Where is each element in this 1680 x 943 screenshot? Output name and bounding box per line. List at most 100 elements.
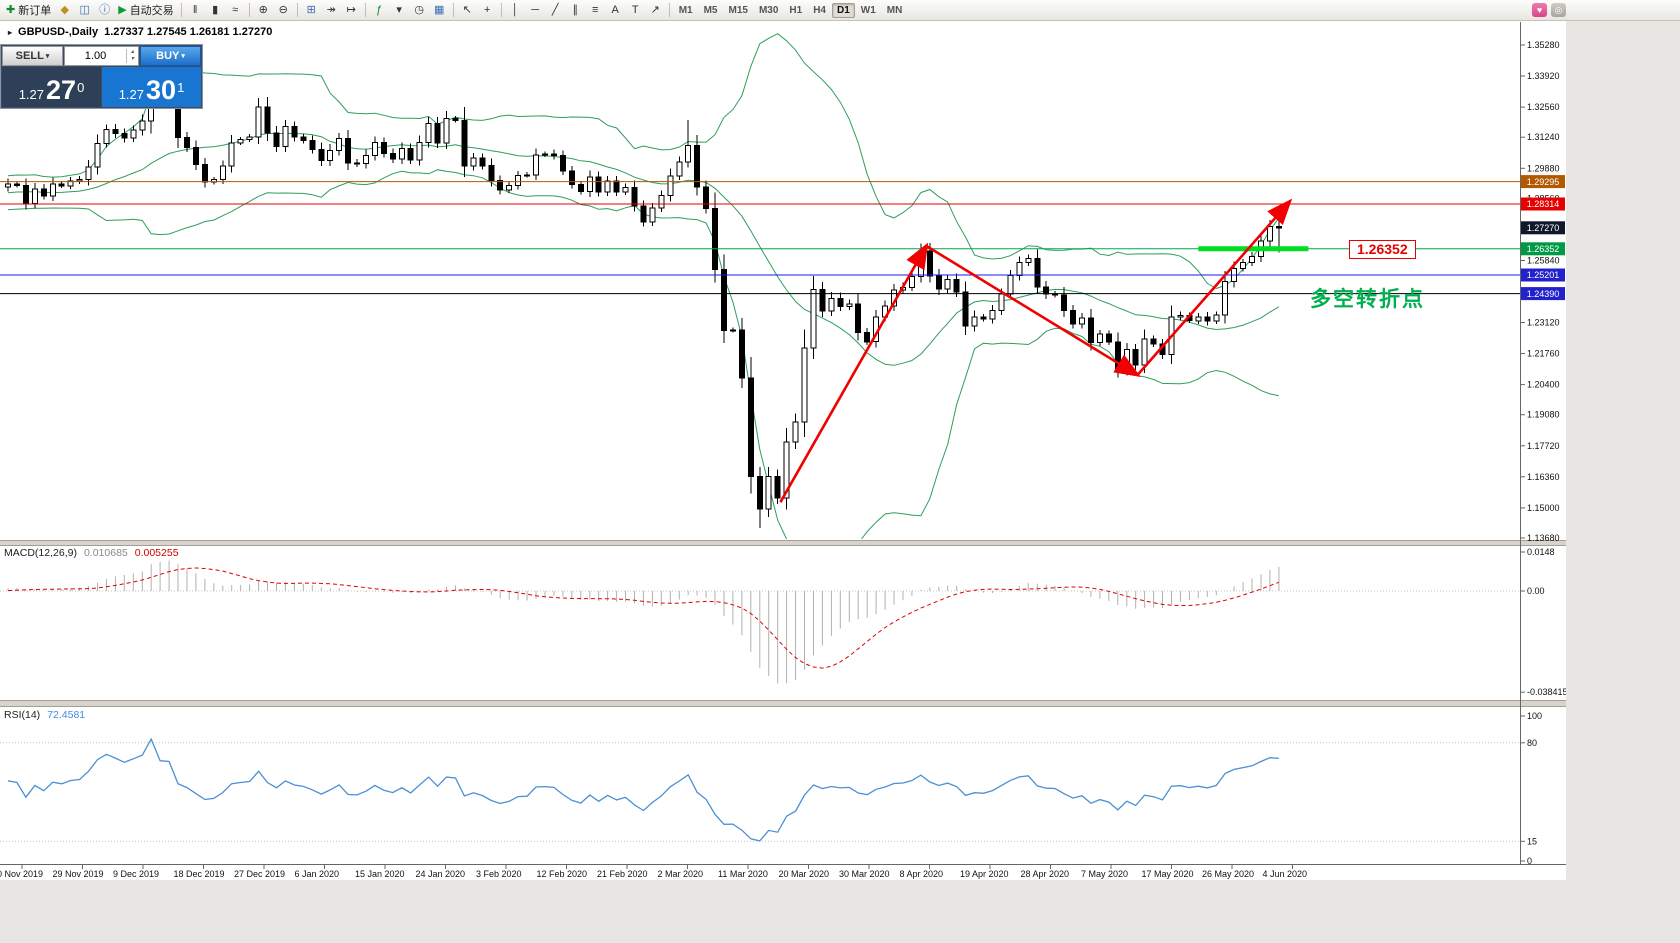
buy-button[interactable]: BUY ▾ <box>140 46 201 66</box>
sell-button[interactable]: SELL ▾ <box>2 46 63 66</box>
text-label-button[interactable]: T <box>626 2 645 19</box>
svg-text:1.25201: 1.25201 <box>1527 270 1560 280</box>
svg-text:1.35280: 1.35280 <box>1527 40 1560 50</box>
volume-down-icon[interactable]: ▾ <box>130 56 134 62</box>
horizontal-line-button[interactable]: ─ <box>526 2 545 19</box>
indicators-dropdown-icon: ▾ <box>396 3 402 16</box>
svg-text:20 Mar 2020: 20 Mar 2020 <box>779 869 830 879</box>
indicators-button[interactable]: ƒ <box>370 2 389 19</box>
market-watch-button[interactable]: ◫ <box>75 2 94 19</box>
bid-pips: 27 <box>46 75 77 106</box>
vertical-line-button[interactable]: │ <box>506 2 525 19</box>
arrows-button[interactable]: ↗ <box>646 2 665 19</box>
svg-text:1.32560: 1.32560 <box>1527 102 1560 112</box>
periods-dropdown-icon: ◷ <box>414 3 424 16</box>
equidistant-channel-icon: ∥ <box>572 3 578 16</box>
timeframe-m1-button[interactable]: M1 <box>678 4 693 16</box>
time-axis[interactable]: 20 Nov 2019 29 Nov 2019 9 Dec 2019 18 Dec 2… <box>0 864 1307 879</box>
text-button[interactable]: A <box>606 2 625 19</box>
horizontal-level-lines[interactable] <box>0 181 1520 295</box>
periods-dropdown-button[interactable]: ◷ <box>410 2 429 19</box>
buy-dropdown-icon: ▾ <box>181 53 185 60</box>
timeframe-h4-button[interactable]: H4 <box>813 4 826 16</box>
indicators-icon: ƒ <box>376 3 383 16</box>
toolbar-separator <box>364 3 366 17</box>
auto-trading-button[interactable]: ▶ 自动交易 <box>115 2 176 19</box>
zoom-in-icon: ⊕ <box>258 3 268 16</box>
line-chart-button[interactable]: ≈ <box>226 2 245 19</box>
rsi-pane <box>0 737 1520 842</box>
help-button[interactable]: ⓘ <box>95 2 114 19</box>
svg-text:9 Dec 2019: 9 Dec 2019 <box>113 869 159 879</box>
symbol-period-label: GBPUSD-,Daily <box>18 26 99 38</box>
sell-dropdown-icon: ▾ <box>45 53 50 60</box>
search-button[interactable]: ◎ <box>1551 3 1566 17</box>
ask-price-button[interactable]: 1.27 30 1 <box>102 67 201 107</box>
timeframe-m30-button[interactable]: M30 <box>758 4 779 16</box>
svg-text:29 Nov 2019: 29 Nov 2019 <box>53 869 104 879</box>
trendline-button[interactable]: ╱ <box>546 2 565 19</box>
macd-pane <box>0 560 1520 684</box>
zoom-in-button[interactable]: ⊕ <box>254 2 273 19</box>
chart-canvas[interactable]: 1.352801.339201.325601.312401.298801.285… <box>0 21 1566 880</box>
volume-stepper[interactable]: ▴ ▾ <box>126 49 138 63</box>
bar-chart-button[interactable]: ‖ <box>186 2 205 19</box>
toolbar-separator <box>180 3 182 17</box>
new-order-icon: ✚ <box>6 3 16 16</box>
chart-tools-icon: ◆ <box>60 3 69 16</box>
equidistant-channel-button[interactable]: ∥ <box>566 2 585 19</box>
svg-text:7 May 2020: 7 May 2020 <box>1081 869 1128 879</box>
toolbar: ✚ 新订单 ◆ ◫ ⓘ ▶ 自动交易 ‖ ▮ ≈ ⊕ ⊖ ⊞ ↠ ↦ ƒ ▾ ◷ ▦ ↖ + │ ─ ╱ ∥ ≡ A T ↗ M1 M5 M1… <box>0 0 1680 21</box>
timeframe-mn-button[interactable]: MN <box>886 4 903 16</box>
zoom-out-button[interactable]: ⊖ <box>274 2 293 19</box>
timeframe-d1-button[interactable]: D1 <box>832 2 855 18</box>
chart-window[interactable]: 1.352801.339201.325601.312401.298801.285… <box>0 21 1566 880</box>
svg-text:1.13680: 1.13680 <box>1527 533 1560 543</box>
chart-tools-button[interactable]: ◆ <box>55 2 74 19</box>
fibonacci-button[interactable]: ≡ <box>586 2 605 19</box>
timeframe-m15-button[interactable]: M15 <box>728 4 748 16</box>
svg-text:17 May 2020: 17 May 2020 <box>1142 869 1194 879</box>
timeframe-w1-button[interactable]: W1 <box>860 4 876 16</box>
tile-windows-button[interactable]: ⊞ <box>302 2 321 19</box>
auto-scroll-icon: ↠ <box>326 3 336 16</box>
new-order-button[interactable]: ✚ 新订单 <box>3 2 54 19</box>
zoom-out-icon: ⊖ <box>278 3 288 16</box>
cursor-button[interactable]: ↖ <box>458 2 477 19</box>
svg-text:28 Apr 2020: 28 Apr 2020 <box>1021 869 1070 879</box>
text-icon: A <box>611 3 619 16</box>
svg-text:1.27270: 1.27270 <box>1527 223 1560 233</box>
ask-big-figure: 1.27 <box>118 87 145 103</box>
buy-label: BUY <box>156 50 180 62</box>
bar-chart-icon: ‖ <box>192 3 198 16</box>
rsi-title: RSI(14) <box>4 709 41 721</box>
price-tag: 1.26352 <box>1521 242 1565 256</box>
auto-scroll-button[interactable]: ↠ <box>322 2 341 19</box>
toolbar-separator <box>248 3 250 17</box>
panel-splitters[interactable] <box>0 540 1566 707</box>
svg-text:21 Feb 2020: 21 Feb 2020 <box>597 869 648 879</box>
collapse-panel-icon[interactable]: ▸ <box>8 27 13 37</box>
svg-text:2 Mar 2020: 2 Mar 2020 <box>658 869 704 879</box>
svg-text:1.20400: 1.20400 <box>1527 380 1560 390</box>
trend-arrows[interactable] <box>779 198 1293 503</box>
candlestick-chart-button[interactable]: ▮ <box>206 2 225 19</box>
toolbar-separator <box>500 3 502 17</box>
volume-input[interactable] <box>65 49 126 63</box>
community-button[interactable]: ♥ <box>1532 3 1547 17</box>
ohlc-values: 1.27337 1.27545 1.26181 1.27270 <box>104 26 273 38</box>
templates-icon: ▦ <box>433 3 445 16</box>
crosshair-button[interactable]: + <box>478 2 497 19</box>
timeframe-h1-button[interactable]: H1 <box>789 4 803 16</box>
bid-price-button[interactable]: 1.27 27 0 <box>2 67 101 107</box>
svg-text:-0.038415: -0.038415 <box>1527 687 1566 697</box>
templates-button[interactable]: ▦ <box>430 2 449 19</box>
svg-text:1.16360: 1.16360 <box>1527 472 1560 482</box>
toolbar-separator <box>296 3 298 17</box>
help-icon: ⓘ <box>99 3 111 16</box>
timeframe-m5-button[interactable]: M5 <box>703 4 718 16</box>
volume-up-icon[interactable]: ▴ <box>130 49 134 56</box>
toolbar-separator <box>668 3 670 17</box>
chart-shift-button[interactable]: ↦ <box>342 2 361 19</box>
indicators-dropdown-button[interactable]: ▾ <box>390 2 409 19</box>
